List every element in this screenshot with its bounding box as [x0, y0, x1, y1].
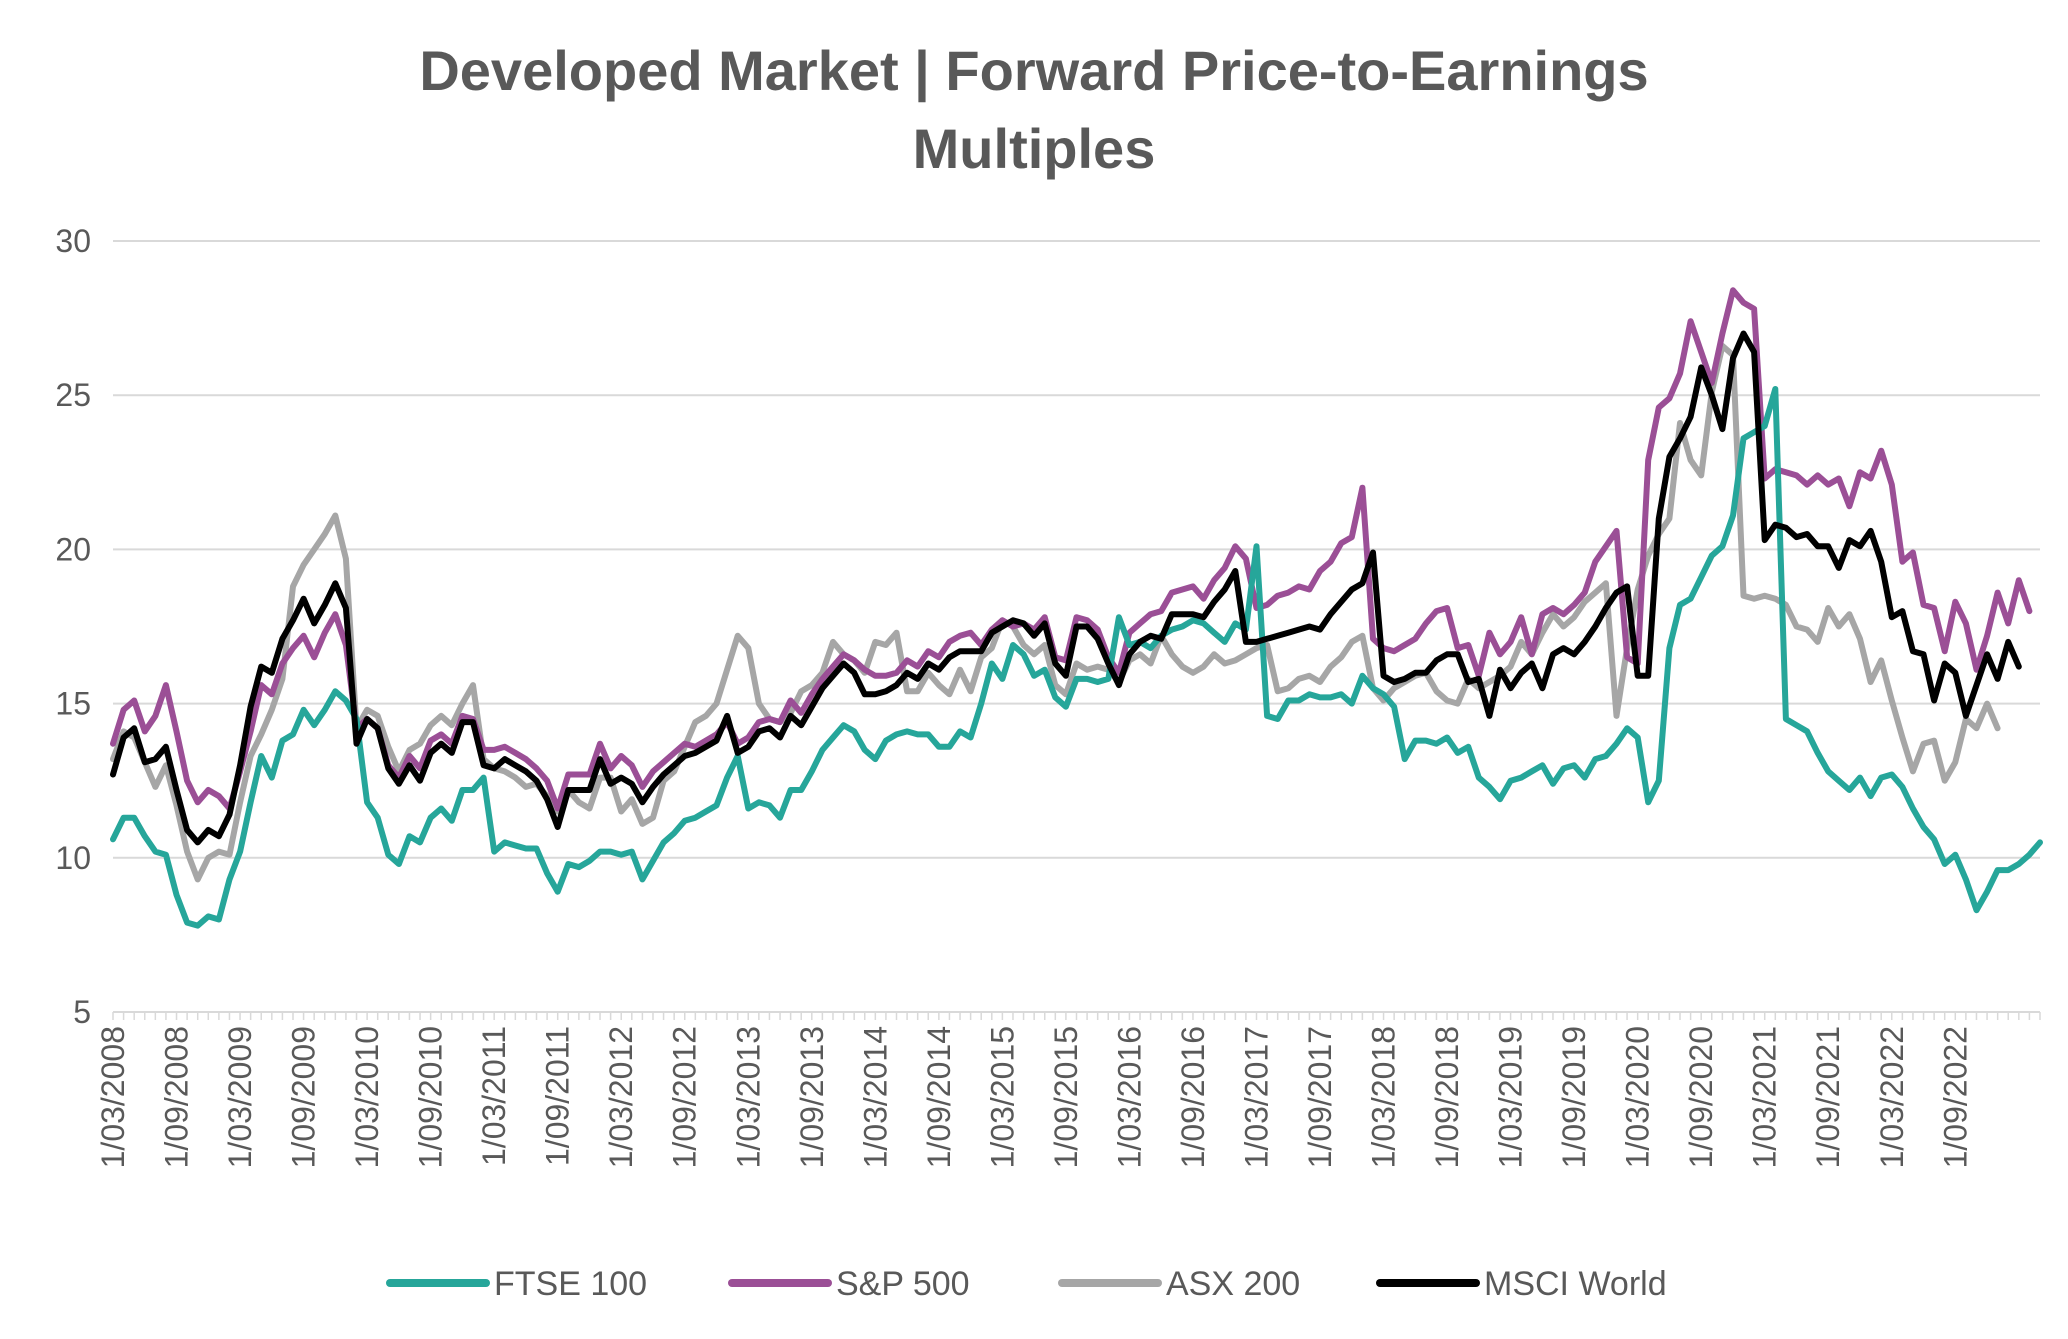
x-tick-label: 1/09/2010	[413, 1026, 449, 1168]
legend: FTSE 100 S&P 500 ASX 200 MSCI World	[386, 1265, 1667, 1303]
y-tick-label: 30	[55, 223, 91, 259]
x-axis-ticks: 1/03/2008 1/09/2008 1/03/2009 1/09/2009 1/03…	[95, 1012, 2041, 1168]
gridlines	[113, 240, 2040, 1013]
legend-label: ASX 200	[1166, 1265, 1300, 1303]
x-tick-label: 1/09/2011	[540, 1026, 576, 1166]
chart-title-line-1: Developed Market | Forward Price-to-Earn…	[419, 39, 1648, 103]
series-lines	[110, 287, 2043, 929]
x-tick-label: 1/09/2020	[1683, 1026, 1719, 1168]
legend-label: FTSE 100	[494, 1265, 647, 1303]
legend-label: MSCI World	[1484, 1265, 1667, 1303]
x-tick-label: 1/03/2011	[476, 1026, 512, 1166]
x-tick-label: 1/09/2019	[1556, 1026, 1592, 1168]
x-tick-label: 1/03/2012	[603, 1026, 639, 1168]
y-tick-label: 10	[55, 840, 91, 876]
x-tick-label: 1/03/2010	[349, 1026, 385, 1168]
x-tick-label: 1/03/2009	[222, 1026, 258, 1168]
x-tick-label: 1/03/2020	[1620, 1026, 1656, 1168]
x-tick-label: 1/03/2017	[1238, 1026, 1274, 1168]
x-tick-label: 1/09/2012	[667, 1026, 703, 1168]
y-axis-ticks: 5 10 15 20 25 30	[55, 223, 91, 1030]
x-tick-label: 1/09/2022	[1937, 1026, 1973, 1168]
x-tick-label: 1/03/2018	[1366, 1026, 1402, 1168]
x-tick-label: 1/03/2013	[730, 1026, 766, 1168]
x-tick-label: 1/03/2015	[984, 1026, 1020, 1168]
x-tick-label: 1/09/2021	[1810, 1026, 1846, 1168]
x-tick-label: 1/03/2016	[1111, 1026, 1147, 1168]
x-tick-label: 1/09/2017	[1302, 1026, 1338, 1168]
x-tick-label: 1/09/2014	[921, 1026, 957, 1168]
y-tick-label: 5	[73, 994, 91, 1030]
x-tick-label: 1/09/2009	[286, 1026, 322, 1168]
y-tick-label: 20	[55, 531, 91, 567]
x-tick-label: 1/09/2013	[794, 1026, 830, 1168]
x-tick-label: 1/03/2019	[1493, 1026, 1529, 1168]
x-tick-label: 1/03/2022	[1874, 1026, 1910, 1168]
x-tick-label: 1/09/2015	[1048, 1026, 1084, 1168]
x-tick-label: 1/03/2008	[95, 1026, 131, 1168]
y-tick-label: 15	[55, 686, 91, 722]
x-tick-label: 1/09/2008	[159, 1026, 195, 1168]
x-tick-label: 1/03/2021	[1747, 1026, 1783, 1168]
x-tick-label: 1/09/2016	[1175, 1026, 1211, 1168]
chart-title-line-2: Multiples	[913, 117, 1156, 180]
series-line-asx-200	[110, 342, 2001, 883]
x-tick-label: 1/03/2014	[857, 1026, 893, 1168]
series-line-msci-world	[110, 330, 2022, 846]
series-line-ftse-100	[110, 386, 2043, 929]
x-tick-label: 1/09/2018	[1429, 1026, 1465, 1168]
y-tick-label: 25	[55, 377, 91, 413]
legend-label: S&P 500	[836, 1265, 970, 1303]
